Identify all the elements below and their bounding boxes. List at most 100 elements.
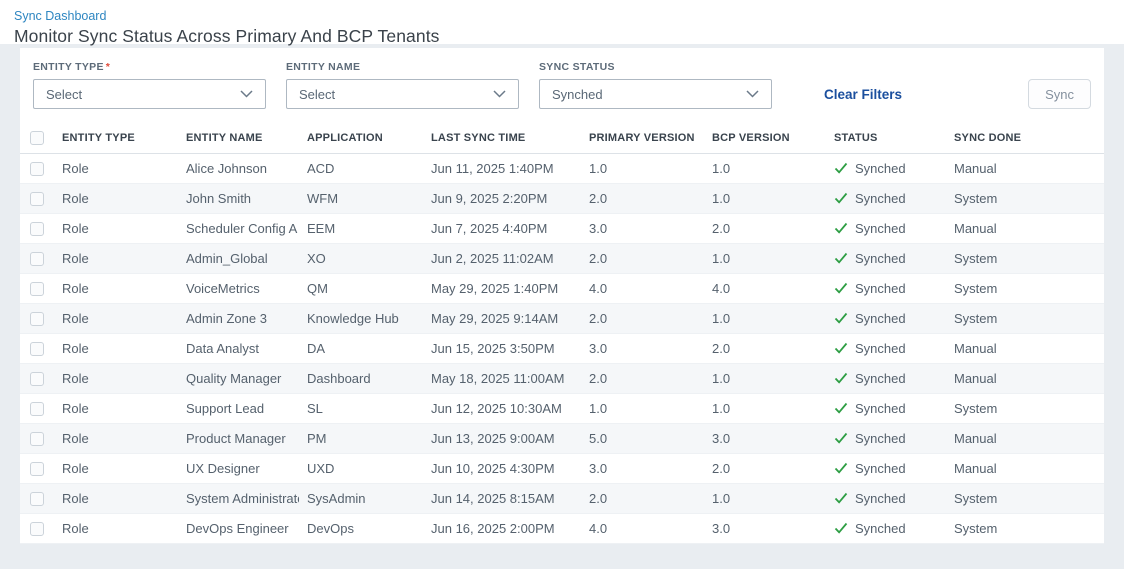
row-checkbox[interactable] bbox=[30, 341, 44, 356]
table-row: Role Data Analyst DA Jun 15, 2025 3:50PM… bbox=[20, 333, 1104, 364]
cell-entity-name: John Smith bbox=[178, 183, 299, 214]
cell-last-sync-time: Jun 10, 2025 4:30PM bbox=[423, 453, 581, 484]
row-checkbox[interactable] bbox=[30, 461, 44, 476]
cell-entity-type: Role bbox=[54, 183, 178, 214]
cell-bcp-version: 1.0 bbox=[704, 363, 826, 394]
row-checkbox[interactable] bbox=[30, 401, 44, 416]
entity-name-value: Select bbox=[299, 86, 336, 102]
check-icon bbox=[834, 162, 848, 174]
cell-sync-done: Manual bbox=[946, 453, 1104, 484]
header-primary-version: PRIMARY VERSION bbox=[581, 123, 704, 154]
sync-status-filter: SYNC STATUS Synched bbox=[539, 61, 772, 109]
entity-type-label: ENTITY TYPE * bbox=[33, 61, 111, 73]
status-text: Synched bbox=[855, 220, 906, 236]
sync-status-select[interactable]: Synched bbox=[539, 79, 772, 109]
cell-application: QM bbox=[299, 273, 423, 304]
cell-primary-version: 2.0 bbox=[581, 303, 704, 334]
cell-last-sync-time: Jun 12, 2025 10:30AM bbox=[423, 393, 581, 424]
cell-primary-version: 1.0 bbox=[581, 153, 704, 184]
cell-status: Synched bbox=[826, 243, 946, 274]
header-entity-name: ENTITY NAME bbox=[178, 123, 299, 154]
cell-primary-version: 3.0 bbox=[581, 333, 704, 364]
page-title: Monitor Sync Status Across Primary And B… bbox=[14, 26, 440, 46]
cell-bcp-version: 1.0 bbox=[704, 483, 826, 514]
cell-primary-version: 4.0 bbox=[581, 513, 704, 544]
row-checkbox[interactable] bbox=[30, 431, 44, 446]
cell-entity-type: Role bbox=[54, 333, 178, 364]
cell-last-sync-time: Jun 15, 2025 3:50PM bbox=[423, 333, 581, 364]
table-row: Role John Smith WFM Jun 9, 2025 2:20PM 2… bbox=[20, 183, 1104, 214]
status-text: Synched bbox=[855, 160, 906, 176]
cell-status: Synched bbox=[826, 363, 946, 394]
header-status: STATUS bbox=[826, 123, 946, 154]
check-icon bbox=[834, 372, 848, 384]
cell-last-sync-time: Jun 2, 2025 11:02AM bbox=[423, 243, 581, 274]
cell-bcp-version: 1.0 bbox=[704, 183, 826, 214]
select-all-checkbox[interactable] bbox=[30, 130, 44, 145]
check-icon bbox=[834, 522, 848, 534]
entity-type-filter: ENTITY TYPE * Select bbox=[33, 61, 266, 109]
cell-status: Synched bbox=[826, 423, 946, 454]
sync-table: ENTITY TYPE ENTITY NAME APPLICATION LAST… bbox=[20, 123, 1104, 544]
cell-entity-name: DevOps Engineer bbox=[178, 513, 299, 544]
table-row: Role Quality Manager Dashboard May 18, 2… bbox=[20, 363, 1104, 394]
cell-application: Dashboard bbox=[299, 363, 423, 394]
chevron-down-icon bbox=[746, 90, 759, 98]
cell-application: DevOps bbox=[299, 513, 423, 544]
cell-entity-name: Admin_Global bbox=[178, 243, 299, 274]
status-text: Synched bbox=[855, 280, 906, 296]
cell-status: Synched bbox=[826, 213, 946, 244]
cell-application: DA bbox=[299, 333, 423, 364]
cell-status: Synched bbox=[826, 303, 946, 334]
cell-entity-type: Role bbox=[54, 273, 178, 304]
row-checkbox[interactable] bbox=[30, 221, 44, 236]
row-checkbox[interactable] bbox=[30, 371, 44, 386]
row-checkbox[interactable] bbox=[30, 491, 44, 506]
cell-primary-version: 4.0 bbox=[581, 273, 704, 304]
cell-entity-name: Product Manager bbox=[178, 423, 299, 454]
header-bcp-version: BCP VERSION bbox=[704, 123, 826, 154]
row-checkbox[interactable] bbox=[30, 281, 44, 296]
breadcrumb[interactable]: Sync Dashboard bbox=[14, 9, 107, 23]
cell-application: PM bbox=[299, 423, 423, 454]
table-row: Role Scheduler Config A EEM Jun 7, 2025 … bbox=[20, 213, 1104, 244]
row-checkbox[interactable] bbox=[30, 161, 44, 176]
cell-last-sync-time: Jun 9, 2025 2:20PM bbox=[423, 183, 581, 214]
cell-last-sync-time: May 18, 2025 11:00AM bbox=[423, 363, 581, 394]
check-icon bbox=[834, 312, 848, 324]
cell-primary-version: 1.0 bbox=[581, 393, 704, 424]
row-checkbox[interactable] bbox=[30, 191, 44, 206]
status-text: Synched bbox=[855, 460, 906, 476]
cell-entity-name: System Administrator bbox=[178, 483, 299, 514]
filter-bar: ENTITY TYPE * Select ENTITY NAME Select S… bbox=[20, 48, 1104, 123]
row-checkbox[interactable] bbox=[30, 311, 44, 326]
check-icon bbox=[834, 282, 848, 294]
cell-entity-name: Scheduler Config A bbox=[178, 213, 299, 244]
entity-name-select[interactable]: Select bbox=[286, 79, 519, 109]
cell-primary-version: 3.0 bbox=[581, 453, 704, 484]
cell-bcp-version: 1.0 bbox=[704, 393, 826, 424]
cell-entity-type: Role bbox=[54, 393, 178, 424]
clear-filters-link[interactable]: Clear Filters bbox=[824, 87, 903, 102]
cell-primary-version: 2.0 bbox=[581, 183, 704, 214]
entity-type-select[interactable]: Select bbox=[33, 79, 266, 109]
header-sync-done: SYNC DONE bbox=[946, 123, 1104, 154]
table-row: Role VoiceMetrics QM May 29, 2025 1:40PM… bbox=[20, 273, 1104, 304]
row-checkbox[interactable] bbox=[30, 521, 44, 536]
cell-entity-name: Data Analyst bbox=[178, 333, 299, 364]
cell-entity-type: Role bbox=[54, 303, 178, 334]
cell-sync-done: Manual bbox=[946, 213, 1104, 244]
cell-application: ACD bbox=[299, 153, 423, 184]
cell-bcp-version: 1.0 bbox=[704, 303, 826, 334]
table-body: Role Alice Johnson ACD Jun 11, 2025 1:40… bbox=[20, 153, 1104, 544]
table-row: Role Support Lead SL Jun 12, 2025 10:30A… bbox=[20, 393, 1104, 424]
status-text: Synched bbox=[855, 430, 906, 446]
cell-last-sync-time: May 29, 2025 1:40PM bbox=[423, 273, 581, 304]
cell-primary-version: 3.0 bbox=[581, 213, 704, 244]
table-row: Role Admin_Global XO Jun 2, 2025 11:02AM… bbox=[20, 243, 1104, 274]
check-icon bbox=[834, 402, 848, 414]
row-checkbox[interactable] bbox=[30, 251, 44, 266]
cell-application: SL bbox=[299, 393, 423, 424]
table-header-row: ENTITY TYPE ENTITY NAME APPLICATION LAST… bbox=[20, 123, 1104, 154]
sync-button[interactable]: Sync bbox=[1028, 79, 1091, 109]
